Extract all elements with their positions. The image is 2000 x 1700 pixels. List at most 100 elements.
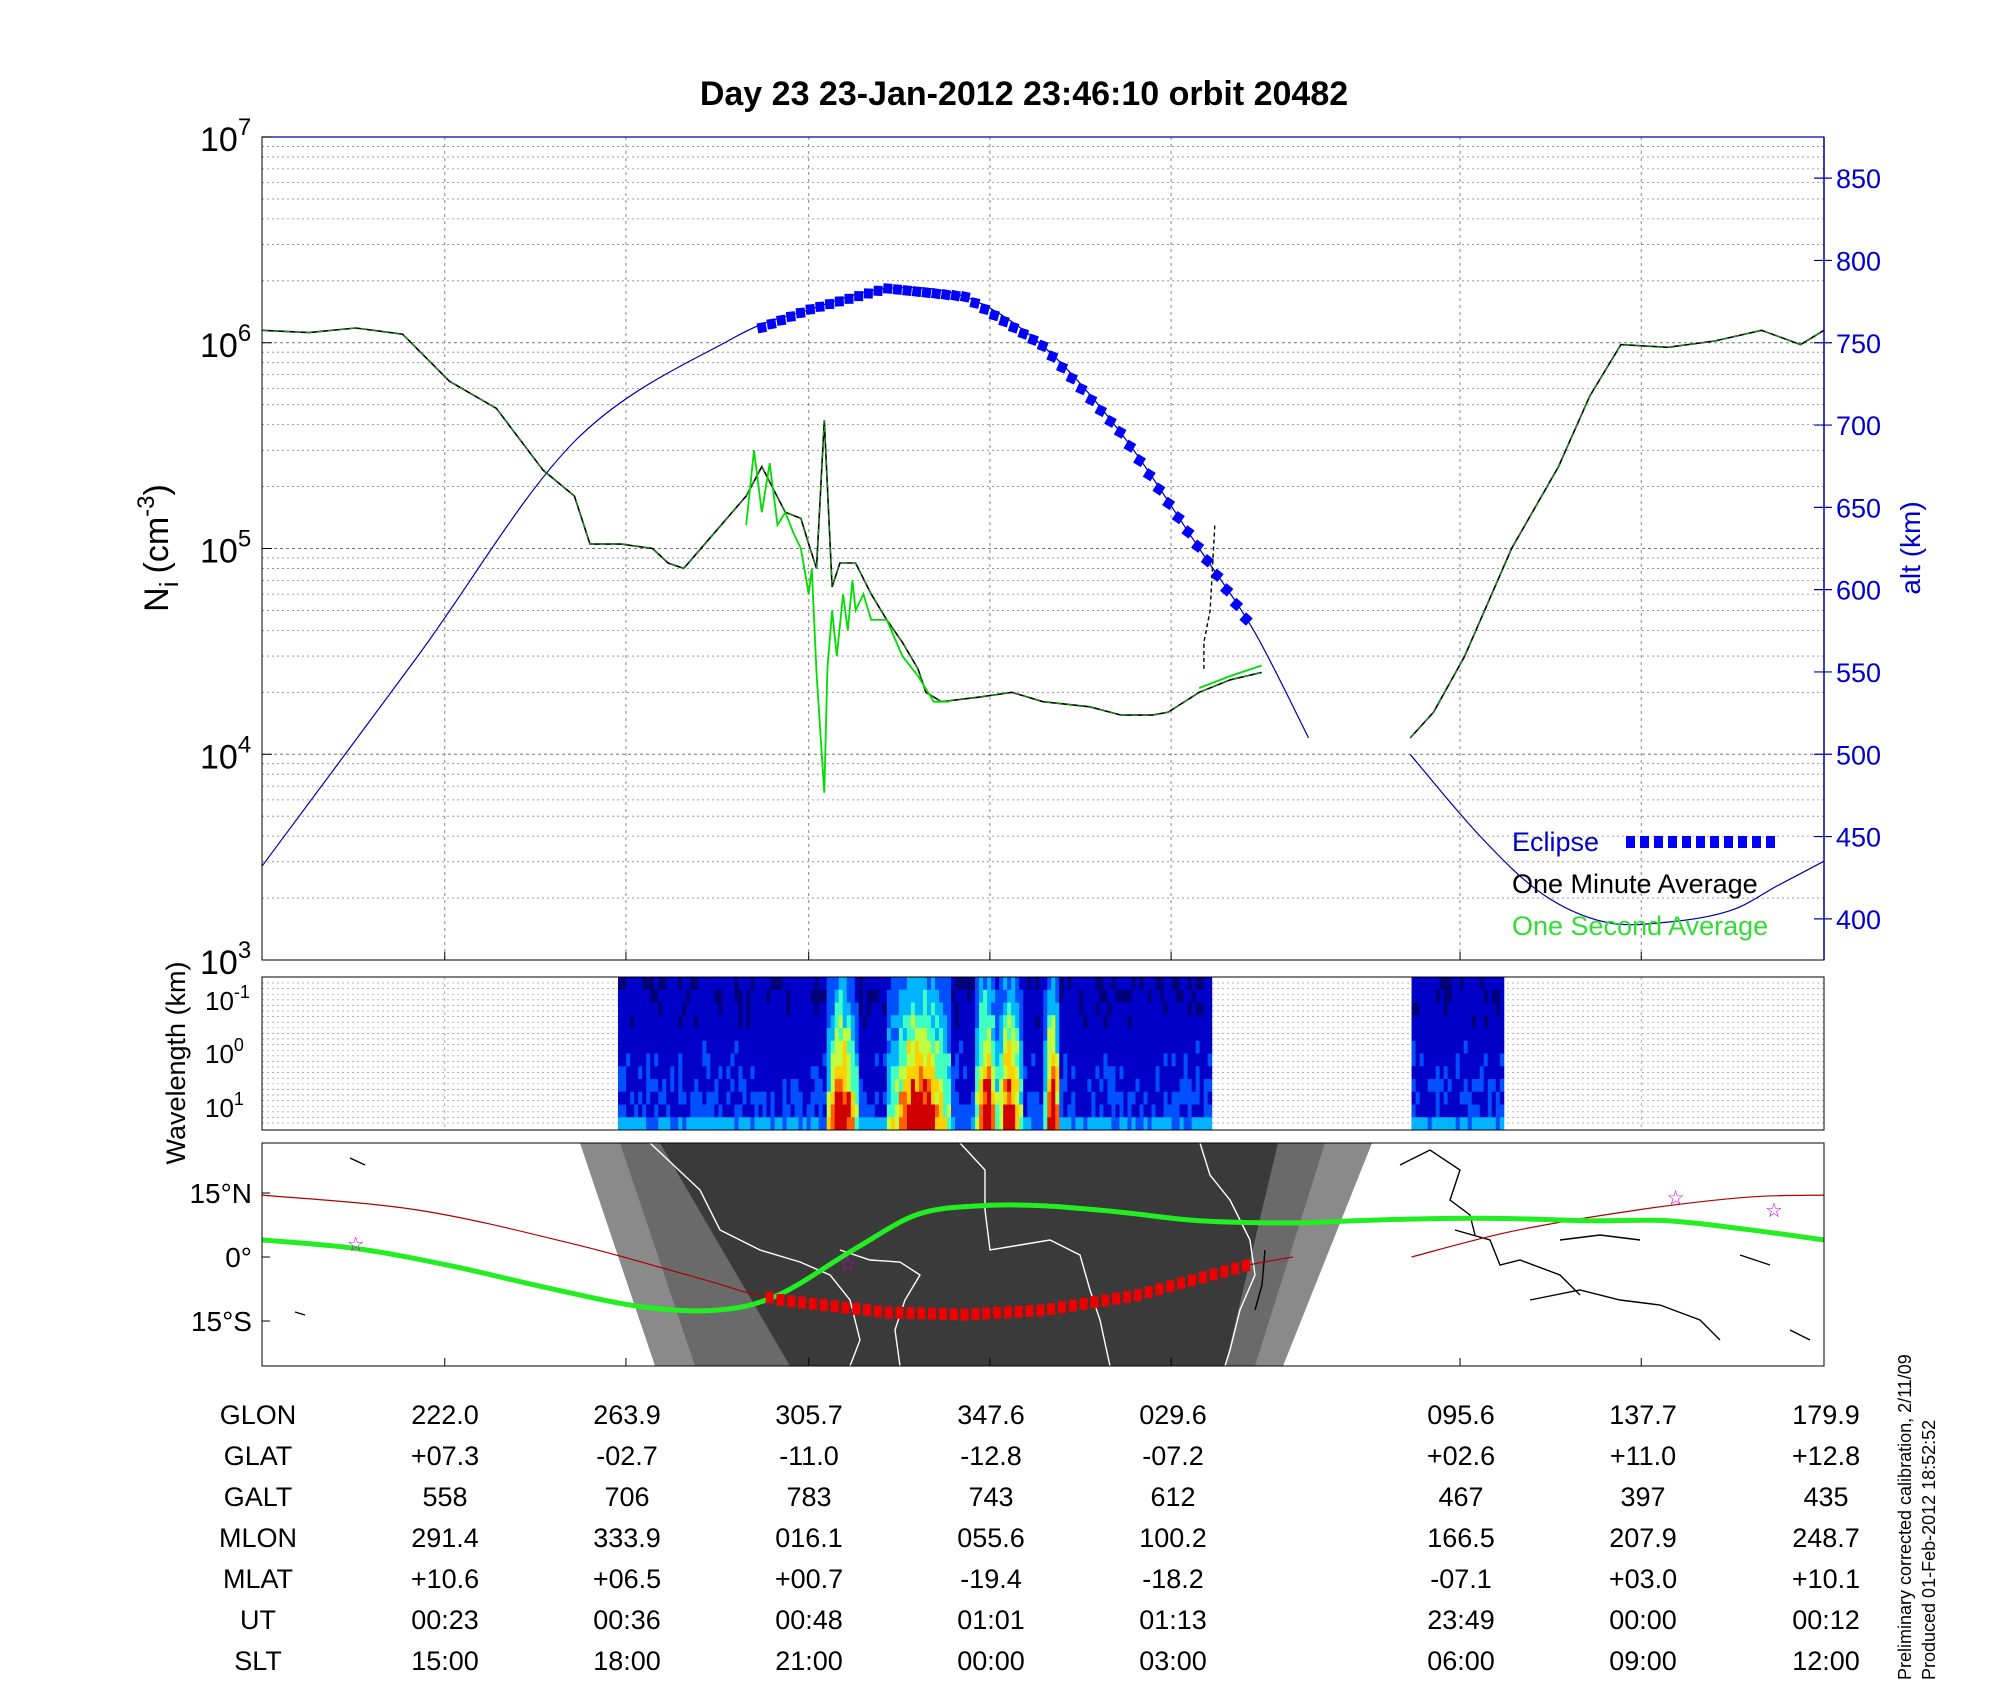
spectrogram-cell	[698, 1104, 703, 1118]
spectrogram-cell	[706, 977, 711, 991]
spectrogram-cell	[1063, 1091, 1068, 1105]
spectrogram-cell	[838, 1091, 844, 1105]
spectrogram-cell	[790, 1104, 796, 1118]
spectrogram-cell	[630, 977, 635, 991]
spectrogram-cell	[1031, 977, 1036, 991]
spectrogram-cell	[1099, 1117, 1104, 1131]
spectrogram-cell	[738, 1079, 743, 1093]
spectrogram-cell	[654, 1002, 659, 1016]
eclipse-marker	[766, 318, 777, 330]
spectrogram-cell	[1431, 1079, 1437, 1093]
spectrogram-cell	[742, 1091, 747, 1105]
spectrogram-cell	[1423, 1079, 1429, 1093]
spectrogram-cell	[774, 1079, 780, 1093]
spectrogram-cell	[1459, 1066, 1465, 1080]
spectrogram-cell	[1087, 1091, 1092, 1105]
eclipse-marker	[854, 291, 864, 302]
spectrogram-cell	[790, 1079, 796, 1093]
spectrogram-cell	[1035, 1002, 1040, 1016]
spectrogram-cell	[967, 1079, 972, 1093]
spectrogram-cell	[1039, 989, 1044, 1003]
altitude-tick-label: 650	[1836, 493, 1881, 523]
map-panel: ☆☆☆☆ 15°N0°15°S	[189, 1142, 1825, 1367]
spectrogram-cell	[1203, 989, 1209, 1003]
eclipse-track-marker	[960, 1308, 969, 1321]
spectrogram-cell	[1039, 1040, 1044, 1054]
spectrogram-cell	[1059, 1104, 1064, 1118]
spectrogram-cell	[942, 1028, 948, 1042]
spectrogram-cell	[1171, 977, 1177, 991]
spectrogram-cell	[630, 1079, 635, 1093]
spectrogram-cell	[674, 1066, 679, 1080]
spectrogram-cell	[1087, 1104, 1092, 1118]
altitude-tick-label: 800	[1836, 246, 1881, 276]
spectrogram-cell	[1487, 1117, 1493, 1131]
spectrogram-cell	[1471, 1028, 1477, 1042]
spectrogram-cell	[786, 1002, 792, 1016]
spectrogram-cell	[798, 1053, 804, 1067]
spectrogram-cell	[930, 977, 936, 991]
table-cell: 01:13	[1139, 1605, 1207, 1635]
spectrogram-cell	[1075, 1028, 1080, 1042]
spectrogram-cell	[1203, 1053, 1209, 1067]
spectrogram-cell	[686, 1002, 691, 1016]
spectrogram-cell	[1095, 1091, 1100, 1105]
spectrogram-cell	[806, 1117, 812, 1131]
spectrogram-cell	[870, 1091, 876, 1105]
ylabel-close: )	[138, 484, 176, 495]
spectrogram-cell	[722, 1002, 727, 1016]
spectrogram-cell	[1159, 1066, 1165, 1080]
spectrogram-cell	[770, 977, 776, 991]
spectrogram-cell	[682, 1015, 687, 1029]
wavelength-tick-base: 10	[205, 986, 234, 1016]
spectrogram-cell	[670, 1015, 675, 1029]
altitude-tick-label: 750	[1836, 329, 1881, 359]
table-row-label: MLON	[219, 1523, 297, 1553]
spectrogram-cell	[1015, 1066, 1020, 1080]
spectrogram-cell	[922, 1015, 928, 1029]
spectrogram-cell	[930, 1066, 936, 1080]
spectrogram-cell	[790, 1091, 796, 1105]
spectrogram-cell	[1007, 1066, 1012, 1080]
spectrogram-cell	[947, 989, 952, 1003]
coastline	[1559, 1234, 1641, 1241]
spectrogram-cell	[1019, 977, 1024, 991]
spectrogram-cell	[1179, 1002, 1185, 1016]
spectrogram-cell	[1111, 989, 1116, 1003]
spectrogram-cell	[1107, 1079, 1112, 1093]
spectrogram-cell	[778, 1002, 784, 1016]
spectrogram-cell	[838, 1028, 844, 1042]
eclipse-track-marker	[1187, 1274, 1196, 1287]
spectrogram-cell	[806, 1104, 812, 1118]
spectrogram-cell	[1051, 1002, 1056, 1016]
spectrogram-cell	[862, 977, 868, 991]
spectrogram-cell	[1107, 1040, 1112, 1054]
spectrogram-cell	[682, 1104, 687, 1118]
spectrogram-cell	[1155, 1079, 1161, 1093]
spectrogram-cell	[678, 1053, 683, 1067]
spectrogram-cell	[730, 989, 735, 1003]
spectrogram-cell	[1011, 989, 1016, 1003]
spectrogram-cell	[1075, 1104, 1080, 1118]
spectrogram-cell	[1155, 1002, 1161, 1016]
spectrogram-cell	[934, 1091, 940, 1105]
spectrogram-cell	[1031, 1040, 1036, 1054]
spectrogram-cell	[1443, 1053, 1449, 1067]
table-cell: 01:01	[957, 1605, 1025, 1635]
spectrogram-cell	[1451, 1091, 1457, 1105]
spectrogram-cell	[1479, 1002, 1485, 1016]
spectrogram-cell	[987, 1028, 992, 1042]
spectrogram-cell	[1003, 989, 1008, 1003]
spectrogram-cell	[1167, 1028, 1173, 1042]
spectrogram-cell	[1495, 1066, 1501, 1080]
spectrogram-cell	[1439, 1091, 1445, 1105]
spectrogram-cell	[754, 1040, 760, 1054]
spectrogram-cell	[1035, 1028, 1040, 1042]
spectrogram-cell	[1155, 1091, 1161, 1105]
spectrogram-cell	[1175, 1040, 1181, 1054]
spectrogram-cell	[898, 1002, 904, 1016]
spectrogram-cell	[1415, 1091, 1421, 1105]
spectrogram-cell	[754, 1117, 760, 1131]
spectrogram-cell	[730, 1040, 735, 1054]
spectrogram-cell	[854, 1028, 860, 1042]
